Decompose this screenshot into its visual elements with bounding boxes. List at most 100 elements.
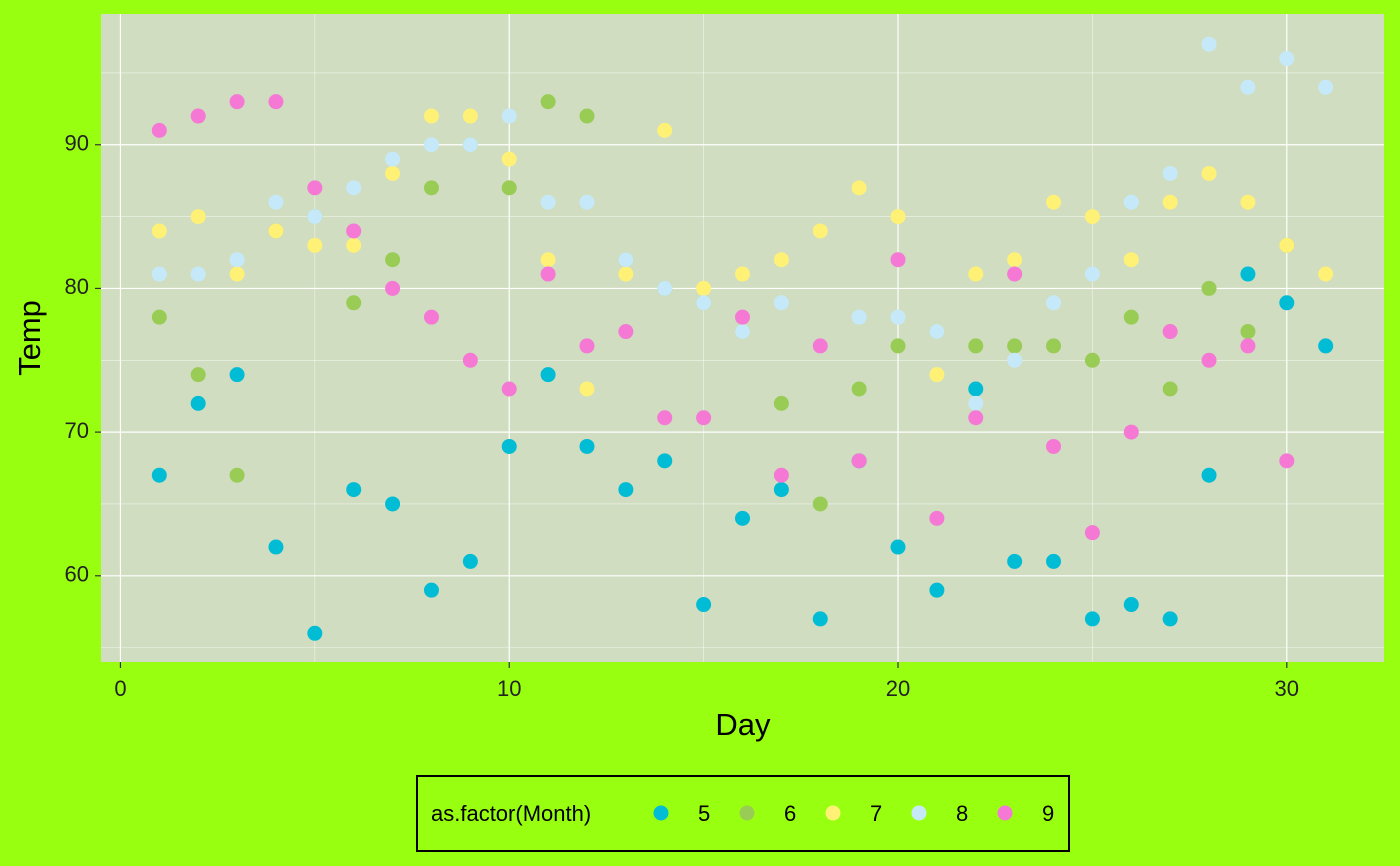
- point: [540, 367, 556, 383]
- point: [1123, 309, 1139, 325]
- point: [1240, 79, 1256, 95]
- x-tick-label: 0: [114, 676, 126, 701]
- point: [385, 252, 401, 268]
- point: [1007, 338, 1023, 354]
- point: [1279, 295, 1295, 311]
- point: [268, 539, 284, 555]
- y-axis-title: Temp: [12, 300, 47, 376]
- point: [1123, 194, 1139, 210]
- point: [1007, 266, 1023, 282]
- point: [540, 266, 556, 282]
- point: [579, 194, 595, 210]
- point: [1046, 295, 1062, 311]
- point: [423, 309, 439, 325]
- point: [579, 338, 595, 354]
- point: [229, 94, 245, 110]
- point: [1162, 194, 1178, 210]
- point: [540, 94, 556, 110]
- point: [151, 223, 167, 239]
- point: [890, 309, 906, 325]
- point: [385, 151, 401, 167]
- point: [1046, 438, 1062, 454]
- point: [890, 252, 906, 268]
- point: [696, 280, 712, 296]
- point: [190, 367, 206, 383]
- point: [579, 108, 595, 124]
- point: [1240, 324, 1256, 340]
- point: [346, 237, 362, 253]
- point: [696, 295, 712, 311]
- x-tick-label: 10: [497, 676, 521, 701]
- point: [462, 553, 478, 569]
- point: [1201, 165, 1217, 181]
- point: [618, 482, 634, 498]
- point: [151, 309, 167, 325]
- point: [812, 338, 828, 354]
- point: [968, 410, 984, 426]
- point: [929, 582, 945, 598]
- point: [151, 266, 167, 282]
- point: [618, 324, 634, 340]
- point: [1201, 352, 1217, 368]
- legend-marker: [739, 805, 755, 821]
- point: [1084, 209, 1100, 225]
- x-tick-label: 20: [886, 676, 910, 701]
- legend: 5 6 7 8 9: [653, 801, 1054, 826]
- point: [1162, 165, 1178, 181]
- point: [307, 180, 323, 196]
- point: [773, 467, 789, 483]
- point: [1240, 194, 1256, 210]
- point: [307, 237, 323, 253]
- x-tick-label: 30: [1275, 676, 1299, 701]
- point: [1240, 266, 1256, 282]
- point: [929, 324, 945, 340]
- point: [1318, 79, 1334, 95]
- legend-marker: [825, 805, 841, 821]
- point: [1240, 338, 1256, 354]
- point: [540, 194, 556, 210]
- point: [579, 381, 595, 397]
- point: [462, 137, 478, 153]
- point: [657, 410, 673, 426]
- point: [229, 367, 245, 383]
- point: [929, 367, 945, 383]
- point: [501, 151, 517, 167]
- point: [268, 194, 284, 210]
- point: [385, 280, 401, 296]
- y-tick-label: 80: [65, 274, 89, 299]
- point: [851, 381, 867, 397]
- point: [346, 223, 362, 239]
- point: [773, 482, 789, 498]
- point: [229, 467, 245, 483]
- point: [773, 395, 789, 411]
- point: [190, 266, 206, 282]
- point: [1201, 467, 1217, 483]
- point: [229, 266, 245, 282]
- point: [346, 180, 362, 196]
- point: [1279, 237, 1295, 253]
- legend-label: 7: [870, 801, 882, 826]
- point: [851, 309, 867, 325]
- point: [812, 223, 828, 239]
- point: [462, 108, 478, 124]
- point: [735, 309, 750, 325]
- point: [773, 252, 789, 268]
- legend-marker: [653, 805, 669, 821]
- legend-box: [416, 775, 1070, 852]
- point: [1123, 597, 1139, 613]
- point: [657, 122, 673, 138]
- point: [968, 338, 984, 354]
- legend-label: 5: [698, 801, 710, 826]
- point: [1046, 338, 1062, 354]
- point: [423, 108, 439, 124]
- point: [890, 539, 906, 555]
- point: [657, 280, 673, 296]
- y-tick-label: 90: [65, 131, 89, 156]
- point: [1162, 611, 1178, 627]
- point: [423, 582, 439, 598]
- y-tick-label: 70: [65, 418, 89, 443]
- point: [268, 94, 284, 110]
- point: [307, 209, 323, 225]
- point: [657, 453, 673, 469]
- point: [307, 625, 323, 641]
